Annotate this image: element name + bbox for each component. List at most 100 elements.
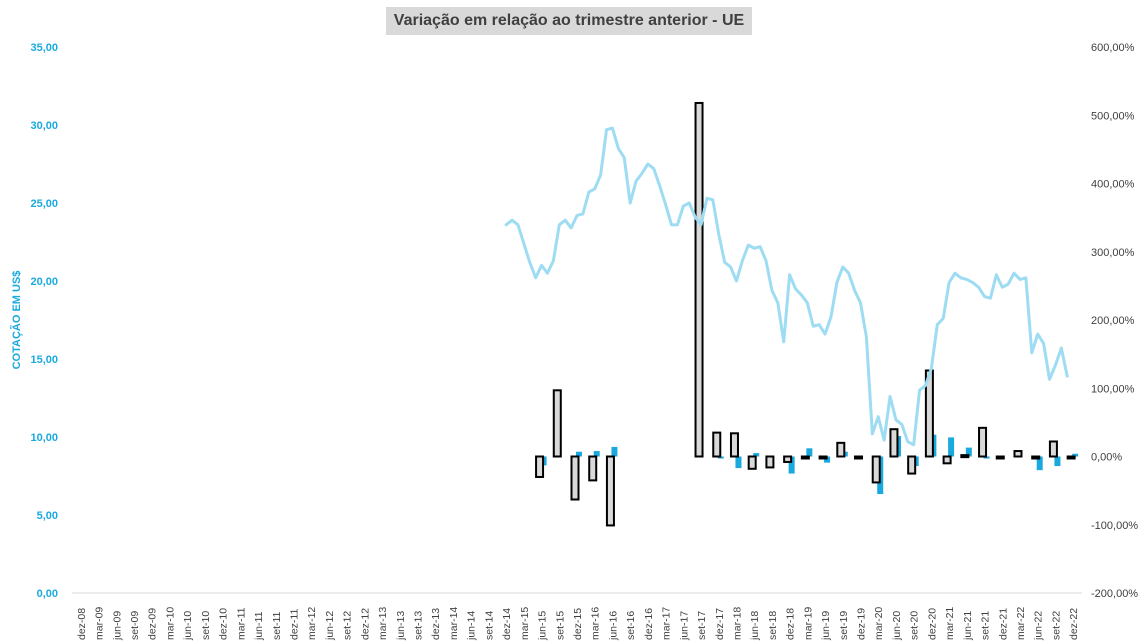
x-tick-label: mar-16 [590,607,602,640]
x-tick-label: jun-11 [253,611,265,641]
y2-tick-label: 300,00% [1091,247,1135,259]
bar-gray [889,428,899,458]
x-tick-label: jun-14 [466,611,478,641]
x-tick-label: set-21 [980,611,992,640]
bar-gray [694,101,704,458]
y-tick-label: 35,00 [30,42,58,54]
y-tick-label: 5,00 [37,510,58,522]
x-tick-label: set-20 [909,611,921,640]
y2-tick-label: 0,00% [1091,452,1122,464]
bar-gray [729,432,739,458]
bar-blue [983,456,990,459]
bar-blue [576,451,582,457]
x-tick-label: mar-14 [448,607,460,640]
y-tick-label: 30,00 [30,120,58,132]
y-tick-label: 10,00 [30,432,58,444]
bar-blue [1072,453,1079,457]
x-tick-label: dez-22 [1068,608,1080,640]
bar-blue [1036,456,1043,471]
x-tick-label: dez-20 [926,608,938,640]
bar-gray [818,455,828,460]
y-tick-label: 20,00 [30,276,58,288]
bar-gray [765,455,775,469]
y2-tick-label: 100,00% [1091,383,1135,395]
bar-gray [907,455,917,475]
bar-blue [965,447,972,457]
x-tick-label: jun-13 [395,611,407,641]
bar-gray [588,455,598,482]
bar-gray [1031,455,1041,460]
bar-blue [1054,456,1061,467]
x-tick-label: jun-16 [607,611,619,641]
x-tick-label: dez-10 [218,608,230,640]
y-tick-label: 25,00 [30,198,58,210]
x-tick-label: jun-12 [324,611,336,641]
bar-gray [1048,440,1058,458]
bar-blue [717,456,724,459]
x-tick-label: set-18 [767,611,779,640]
x-tick-label: set-15 [554,611,566,640]
x-tick-label: set-22 [1050,611,1062,640]
x-tick-label: jun-19 [820,611,832,641]
x-tick-label: jun-22 [1033,611,1045,641]
bar-blue [753,453,760,457]
x-tick-label: mar-15 [519,607,531,640]
y2-tick-label: 200,00% [1091,315,1135,327]
bar-gray [1066,455,1076,460]
bar-gray [800,455,810,460]
x-tick-label: mar-20 [873,607,885,640]
x-tick-label: dez-08 [76,608,88,640]
bar-gray [854,455,864,460]
x-tick-label: set-09 [129,611,141,640]
bar-gray [942,455,952,465]
x-tick-label: set-13 [413,611,425,640]
y2-tick-label: 500,00% [1091,110,1135,122]
bar-gray [995,455,1005,460]
bar-gray [836,441,846,458]
bar-blue [593,451,600,457]
bar-blue [806,448,813,457]
y2-tick-label: -100,00% [1091,520,1138,532]
bar-gray [978,426,988,458]
x-tick-label: mar-09 [94,607,106,640]
bar-blue [948,437,955,457]
bar-blue [824,456,831,463]
bar-gray [605,455,615,527]
bar-gray [960,454,970,459]
x-tick-label: jun-17 [678,611,690,641]
x-tick-label: set-19 [838,611,850,640]
y2-tick-label: 600,00% [1091,42,1135,54]
x-tick-label: set-16 [625,611,637,640]
bar-gray [747,455,757,470]
bar-blue [735,456,742,469]
x-tick-label: mar-17 [661,607,673,640]
x-tick-label: dez-14 [501,608,513,640]
x-tick-label: set-12 [342,611,354,640]
x-tick-label: mar-13 [377,607,389,640]
x-tick-label: dez-21 [997,608,1009,640]
x-tick-label: dez-16 [643,608,655,640]
bar-gray [783,455,793,463]
x-tick-label: jun-21 [962,611,974,641]
x-tick-label: set-10 [200,611,212,640]
x-tick-label: jun-09 [111,611,123,641]
x-tick-label: jun-15 [537,611,549,641]
x-tick-label: dez-19 [856,608,868,640]
x-tick-label: mar-19 [802,607,814,640]
price-line [504,126,1069,447]
bar-gray [535,455,545,478]
x-tick-label: dez-11 [288,609,300,640]
bar-blue [611,446,618,457]
x-tick-label: dez-15 [572,608,584,640]
y-tick-label: 0,00 [37,588,58,600]
x-tick-label: jun-10 [182,611,194,641]
y-tick-label: 15,00 [30,354,58,366]
x-tick-label: dez-13 [430,608,442,640]
x-tick-label: mar-21 [944,607,956,640]
y2-tick-label: -200,00% [1091,588,1138,600]
bar-gray [1013,450,1023,458]
bar-gray [712,431,722,458]
x-tick-label: mar-10 [164,607,176,640]
x-tick-label: dez-09 [147,608,159,640]
